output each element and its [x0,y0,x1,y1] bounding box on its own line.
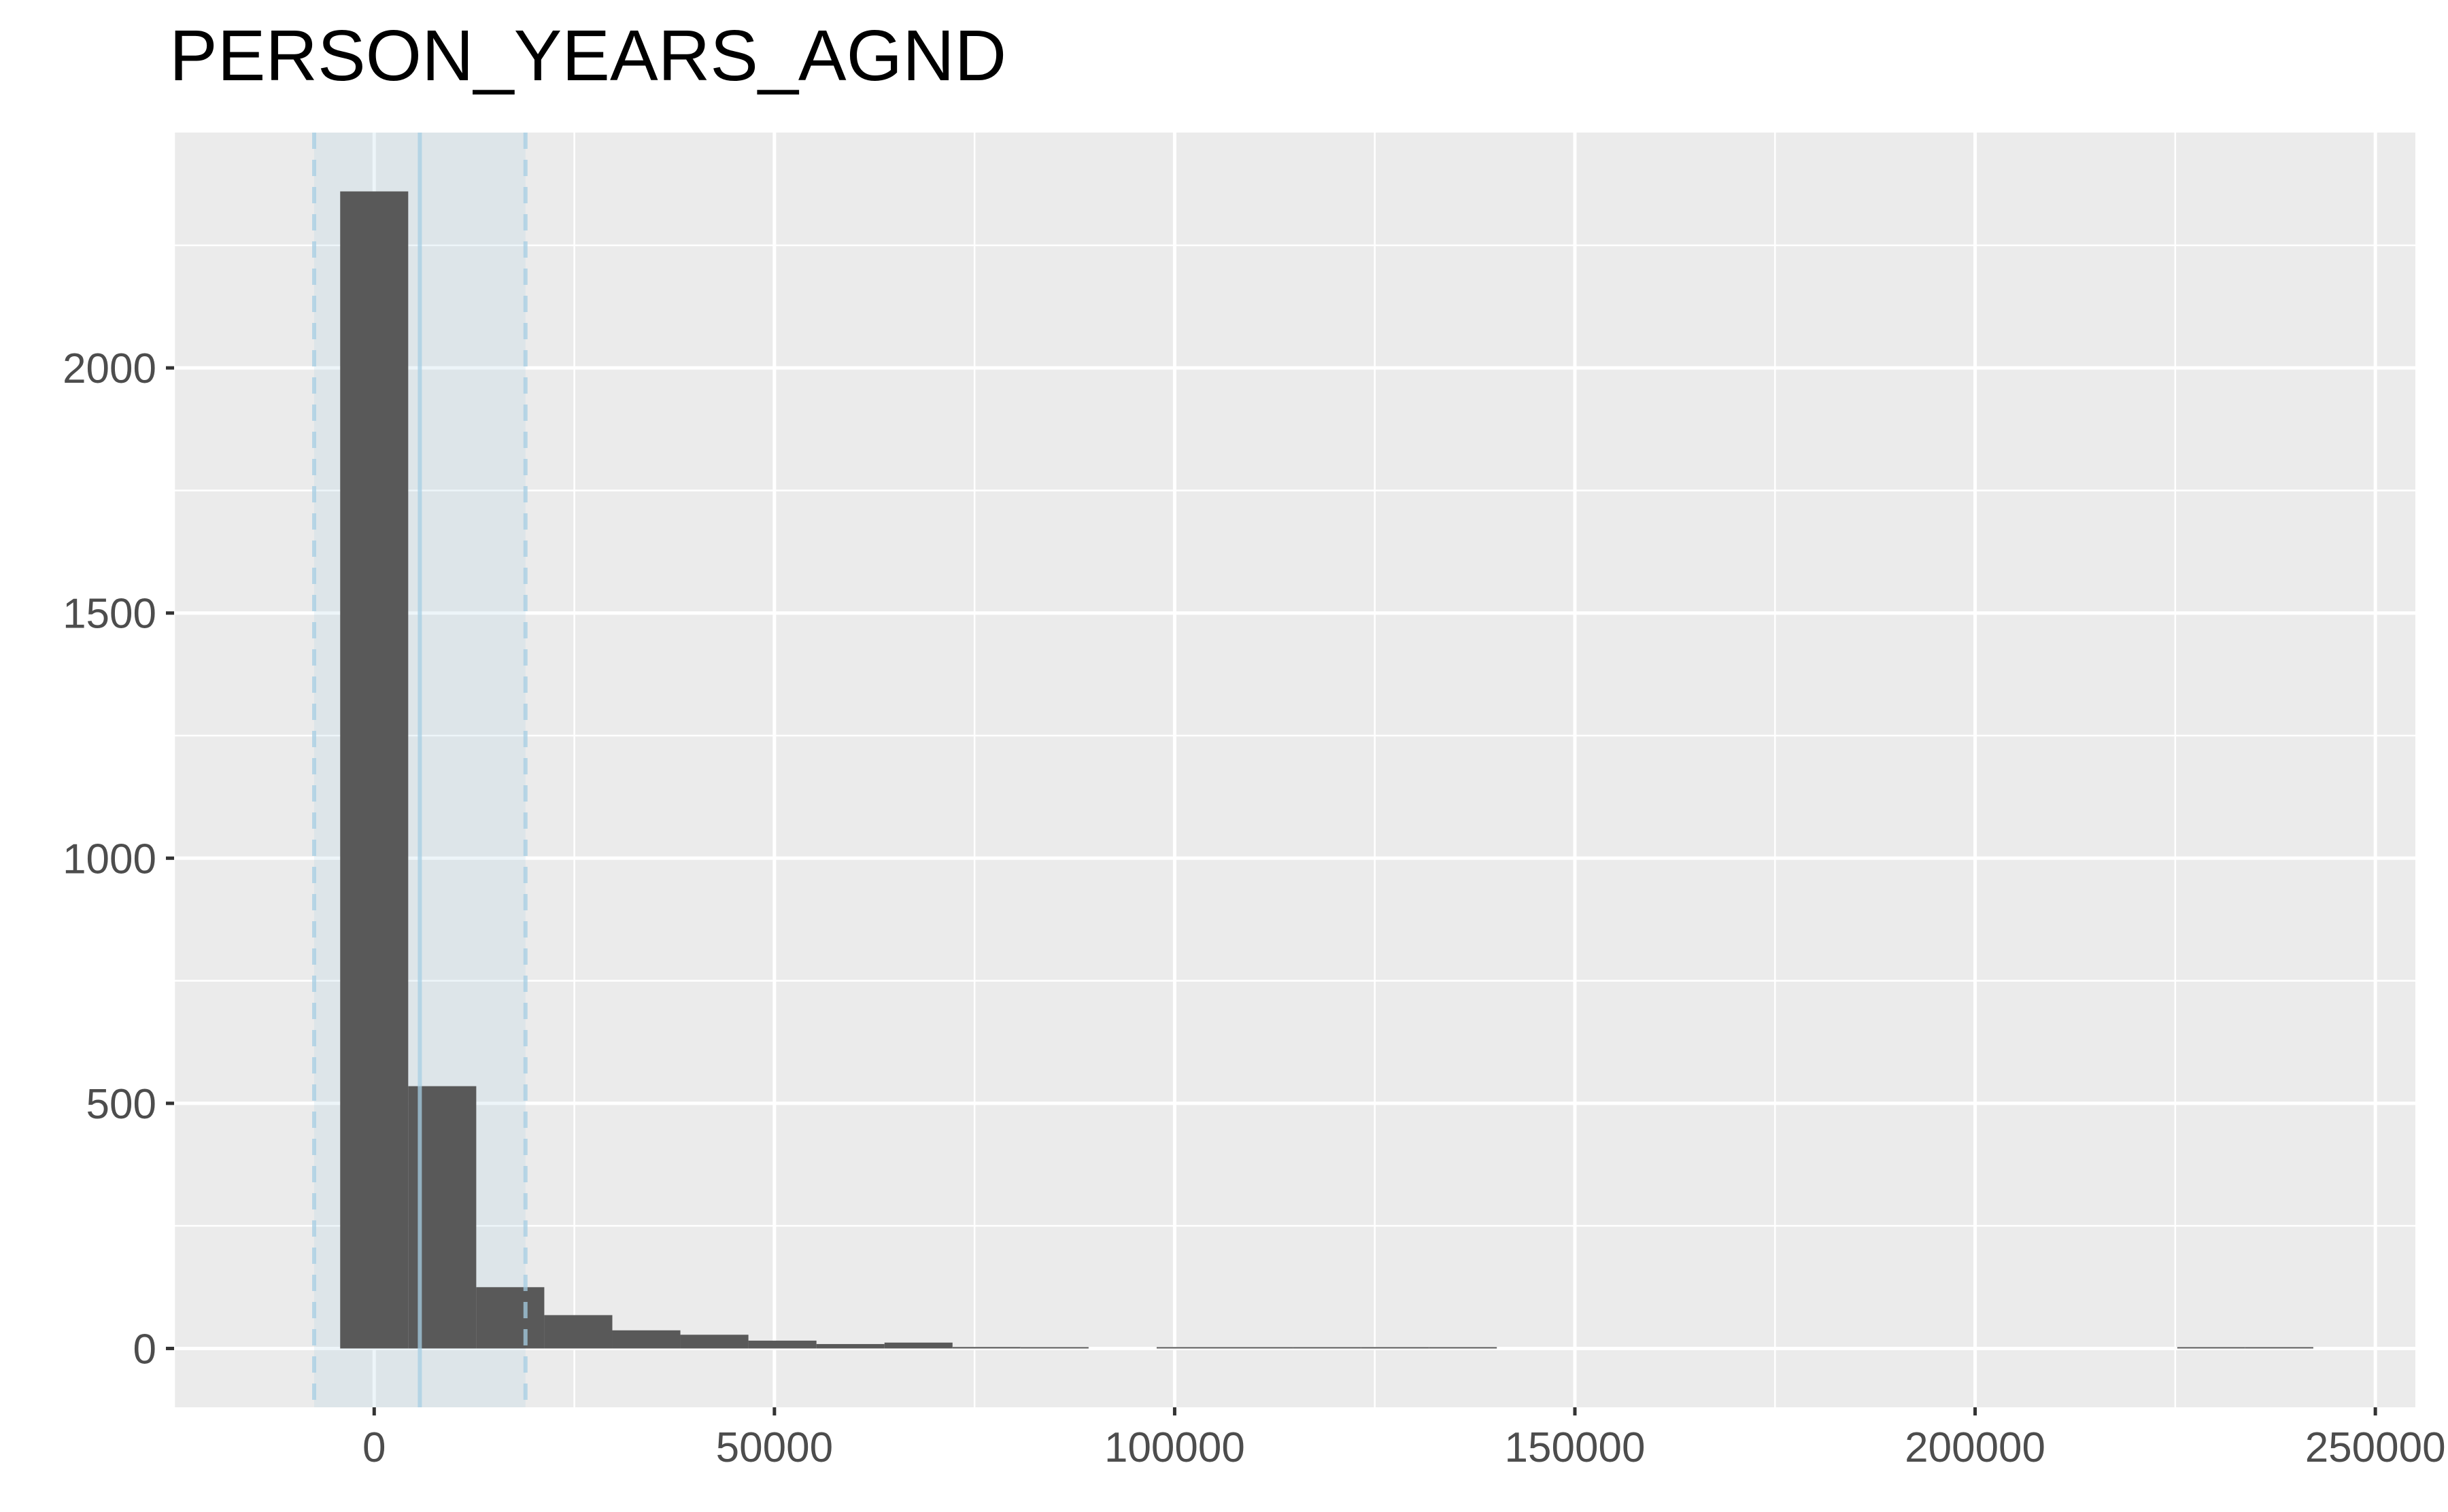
histogram-bar [884,1342,953,1349]
histogram-bar [680,1335,749,1349]
histogram-bar [544,1315,613,1349]
histogram-bar [2245,1347,2313,1349]
histogram-bar [2177,1347,2245,1349]
histogram-bar [1020,1347,1089,1349]
histogram-bar [340,191,409,1349]
x-tick-label: 200000 [1905,1424,2045,1471]
histogram-bar [1429,1347,1497,1349]
histogram-bar [952,1347,1021,1349]
plot-panel [174,133,2415,1407]
grid-minor [173,133,2415,1407]
histogram-bar [1361,1347,1429,1349]
x-tick-label: 50000 [716,1424,833,1471]
histogram-bar [1293,1347,1361,1349]
x-tick-label: 250000 [2305,1424,2446,1471]
y-tick-label: 2000 [63,345,156,392]
y-tick-label: 500 [86,1081,156,1128]
x-axis: 0 50000 100000 150000 200000 250000 [362,1407,2446,1471]
histogram-bar [1225,1347,1293,1349]
chart-title: PERSON_YEARS_AGND [169,16,1007,96]
histogram-bar [816,1343,885,1349]
x-tick-label: 100000 [1104,1424,1245,1471]
histogram-bar [748,1340,817,1349]
y-axis: 0 500 1000 1500 2000 [63,345,174,1373]
y-tick-label: 1500 [63,591,156,638]
histogram-bar [612,1330,681,1349]
histogram-bar [1156,1347,1225,1349]
y-tick-label: 1000 [63,836,156,882]
y-tick-label: 0 [133,1326,156,1373]
x-tick-label: 150000 [1505,1424,1646,1471]
histogram-bars [340,191,2313,1349]
x-tick-label: 0 [362,1424,386,1471]
histogram-bar [476,1287,545,1349]
